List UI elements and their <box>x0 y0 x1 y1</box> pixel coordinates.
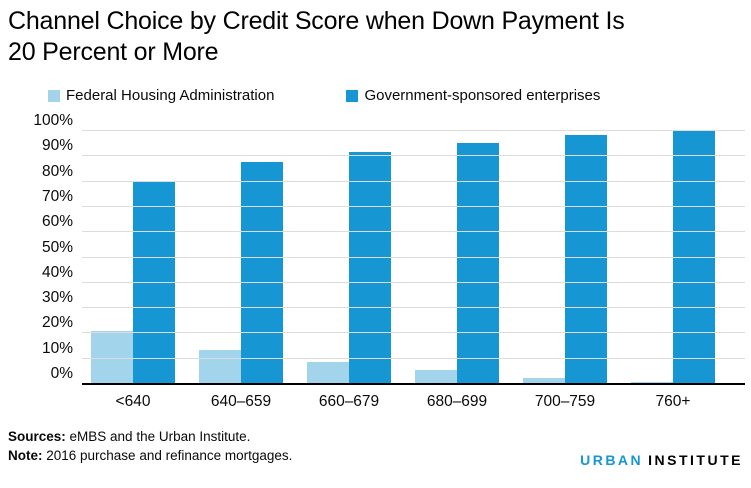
bar <box>523 377 565 383</box>
note-text: 2016 purchase and refinance mortgages. <box>42 448 293 463</box>
bars-row <box>82 131 745 383</box>
x-tick-label: <640 <box>115 393 151 410</box>
sources-label: Sources: <box>8 429 66 444</box>
bar-group <box>415 142 499 383</box>
gridline <box>82 130 745 131</box>
bar <box>307 361 349 383</box>
y-tick-label: 10% <box>41 339 73 357</box>
bar-group <box>307 151 391 383</box>
sources-line: Sources: eMBS and the Urban Institute. <box>8 427 292 446</box>
bar <box>199 350 241 383</box>
legend-label: Federal Housing Administration <box>66 87 275 104</box>
x-tick-label: 640–659 <box>210 393 272 410</box>
y-tick-label: 40% <box>41 263 73 281</box>
x-tick-label: 760+ <box>655 393 691 410</box>
bar <box>241 161 283 383</box>
y-tick-label: 80% <box>41 162 73 180</box>
y-tick-label: 60% <box>41 213 73 231</box>
urban-institute-logo: URBAN INSTITUTE <box>580 452 743 468</box>
legend-label: Government-sponsored enterprises <box>364 87 601 104</box>
logo-urban: URBAN <box>580 452 644 468</box>
y-tick-label: 0% <box>50 365 73 382</box>
gridline <box>82 307 745 309</box>
gridline <box>82 332 745 334</box>
chart-title-line2: 20 Percent or More <box>8 38 219 66</box>
y-tick-label: 70% <box>41 187 73 205</box>
bar <box>457 142 499 383</box>
gridline <box>82 155 745 157</box>
y-tick-label: 20% <box>41 314 73 332</box>
x-tick-label: 660–679 <box>318 393 380 410</box>
source-note: Sources: eMBS and the Urban Institute. N… <box>8 427 292 465</box>
y-tick-label: 50% <box>41 238 73 256</box>
legend-item: Government-sponsored enterprises <box>346 87 600 104</box>
chart-title: Channel Choice by Credit Score when Down… <box>8 6 743 68</box>
note-line: Note: 2016 purchase and refinance mortga… <box>8 446 292 465</box>
gridline <box>82 357 745 359</box>
y-tick-label: 100% <box>33 112 73 129</box>
x-axis-labels: <640 640–659 660–679 680–699 700–759 760+ <box>82 393 745 411</box>
x-tick-label: 700–759 <box>534 393 596 410</box>
bar <box>631 381 673 383</box>
gridline <box>82 281 745 283</box>
sources-text: eMBS and the Urban Institute. <box>65 429 251 444</box>
bar <box>415 370 457 383</box>
legend: Federal Housing Administration Government… <box>48 87 600 104</box>
note-label: Note: <box>8 448 43 463</box>
y-tick-label: 90% <box>41 137 73 155</box>
gridline <box>82 231 745 233</box>
legend-item: Federal Housing Administration <box>48 87 274 104</box>
bar <box>91 331 133 383</box>
bar <box>349 151 391 383</box>
plot-area: 0% 10% 20% 30% 40% 50% 60% 70% 80% 90% 100% <box>33 112 745 385</box>
x-tick-label: 680–699 <box>426 393 488 410</box>
gridline <box>82 205 745 207</box>
legend-swatch-icon <box>346 89 359 102</box>
gridline <box>82 256 745 258</box>
bar-group <box>199 161 283 383</box>
gridline <box>82 180 745 182</box>
bar-group <box>523 135 607 383</box>
legend-swatch-icon <box>48 89 60 102</box>
chart-title-line1: Channel Choice by Credit Score when Down… <box>8 7 625 35</box>
bar <box>565 135 607 383</box>
y-tick-label: 30% <box>41 289 73 307</box>
logo-institute: INSTITUTE <box>648 452 743 468</box>
